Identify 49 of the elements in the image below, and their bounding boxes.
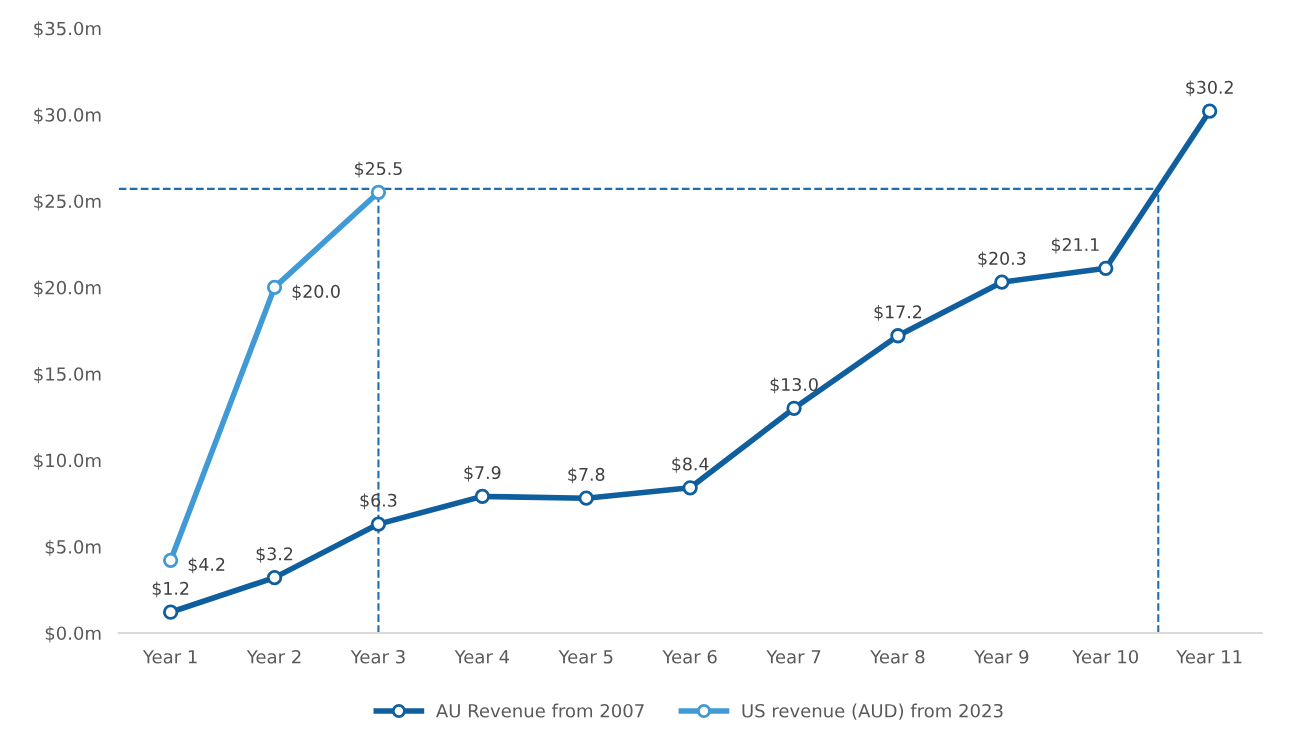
y-tick-label: $10.0m (34, 453, 101, 470)
point (1098, 260, 1114, 276)
y-tick-label: $35.0m (34, 21, 101, 38)
x-tick-label: Year 1 (142, 650, 197, 664)
x-tick-label: Year 2 (246, 649, 301, 664)
point (266, 570, 283, 586)
data-label: $6.3 (360, 493, 397, 510)
point (786, 400, 802, 416)
data-label: $7.9 (464, 465, 501, 482)
data-label: $25.5 (355, 161, 402, 178)
x-tick-label: Year 8 (870, 649, 925, 664)
data-label: $17.2 (874, 305, 922, 321)
data-label: $8.4 (672, 457, 709, 473)
y-tick-label: $20.0m (34, 280, 101, 297)
x-tick-label: Year 3 (350, 649, 405, 664)
point (1202, 103, 1218, 119)
y-tick-label: $25.0m (34, 194, 101, 211)
y-tick-label: $15.0m (34, 366, 101, 384)
data-label: $13.0 (770, 377, 818, 394)
data-label: $20.0 (292, 284, 340, 301)
point (474, 488, 490, 505)
point (682, 480, 698, 496)
point (370, 184, 387, 200)
data-label: $3.2 (256, 546, 293, 563)
data-label: $1.2 (152, 581, 189, 598)
y-tick-label: $5.0m (45, 539, 101, 557)
x-tick-label: Year 10 (1072, 649, 1139, 664)
point (994, 274, 1010, 290)
legend-label: AU Revenue from 2007 (436, 703, 644, 718)
x-tick-label: Year 6 (662, 649, 717, 664)
point (890, 328, 906, 344)
x-tick-label: Year 11 (1176, 650, 1242, 664)
point (578, 490, 594, 506)
point (266, 279, 283, 296)
x-tick-label: Year 4 (454, 650, 510, 664)
data-label: $20.3 (978, 251, 1026, 268)
x-tick-label: Year 9 (974, 649, 1029, 664)
x-tick-label: Year 5 (558, 650, 613, 664)
x-tick-label: Year 7 (766, 650, 821, 664)
data-label: $7.8 (568, 467, 605, 484)
y-tick-label: $0.0m (45, 626, 101, 643)
data-label: $30.2 (1186, 80, 1233, 97)
legend-label: US revenue (AUD) from 2023 (742, 703, 1003, 720)
y-tick-label: $30.0m (34, 107, 101, 125)
point (370, 516, 387, 532)
data-label: $4.2 (188, 557, 225, 574)
point (162, 604, 179, 620)
point (162, 552, 179, 568)
data-label: $21.1 (1051, 237, 1099, 254)
